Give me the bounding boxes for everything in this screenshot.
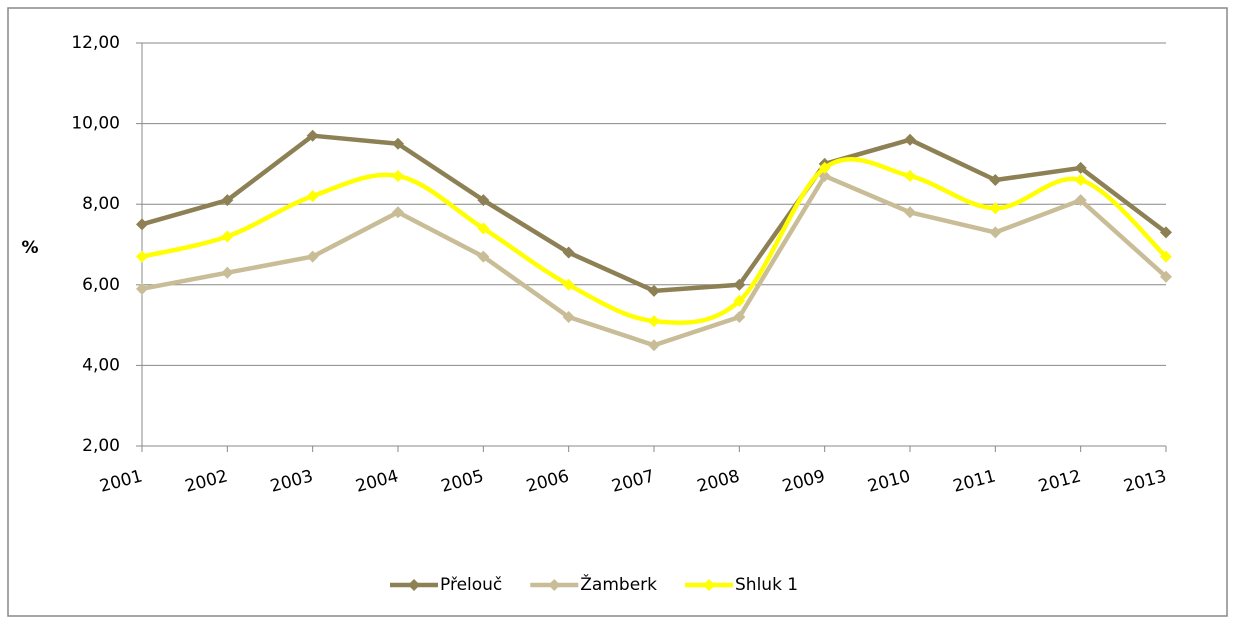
legend-marker (703, 579, 715, 591)
point-marker (562, 278, 575, 291)
point-marker (648, 339, 660, 352)
y-tick-label: 8,00 (82, 194, 120, 214)
legend-marker (408, 579, 420, 591)
point-marker (989, 202, 1002, 215)
legend-label: Žamberk (580, 573, 657, 595)
point-marker (221, 266, 234, 279)
point-marker (562, 246, 575, 259)
point-marker (989, 226, 1002, 239)
point-marker (1160, 226, 1172, 239)
point-marker (1074, 194, 1087, 207)
point-marker (306, 129, 319, 142)
point-marker (1160, 250, 1172, 263)
point-marker (221, 194, 234, 207)
y-tick-label: 6,00 (82, 275, 120, 295)
point-marker (733, 311, 746, 324)
point-marker (733, 278, 746, 291)
y-tick-label: 4,00 (82, 355, 120, 375)
point-marker (562, 311, 575, 324)
legend-marker (548, 579, 561, 591)
point-marker (477, 222, 490, 235)
point-marker (818, 161, 831, 174)
point-marker (648, 315, 660, 328)
point-marker (904, 133, 916, 146)
point-marker (306, 190, 319, 203)
point-marker (477, 250, 490, 263)
point-marker (477, 194, 490, 207)
point-marker (136, 282, 148, 295)
point-marker (904, 169, 916, 182)
point-marker (136, 250, 148, 263)
legend-label: Přelouč (440, 575, 502, 595)
y-axis-label: % (21, 238, 38, 258)
point-marker (136, 218, 148, 231)
point-marker (392, 206, 404, 219)
point-marker (392, 169, 404, 182)
point-marker (1160, 270, 1172, 283)
point-marker (221, 230, 234, 243)
y-tick-label: 10,00 (71, 114, 120, 134)
point-marker (392, 137, 404, 150)
point-marker (989, 174, 1002, 187)
point-marker (904, 206, 916, 219)
point-marker (1074, 161, 1087, 174)
point-marker (306, 250, 319, 263)
legend-label: Shluk 1 (735, 575, 798, 595)
point-marker (1074, 174, 1087, 187)
y-tick-label: 2,00 (82, 436, 120, 456)
y-tick-label: 12,00 (71, 33, 120, 53)
point-marker (648, 284, 660, 297)
point-marker (733, 294, 746, 307)
